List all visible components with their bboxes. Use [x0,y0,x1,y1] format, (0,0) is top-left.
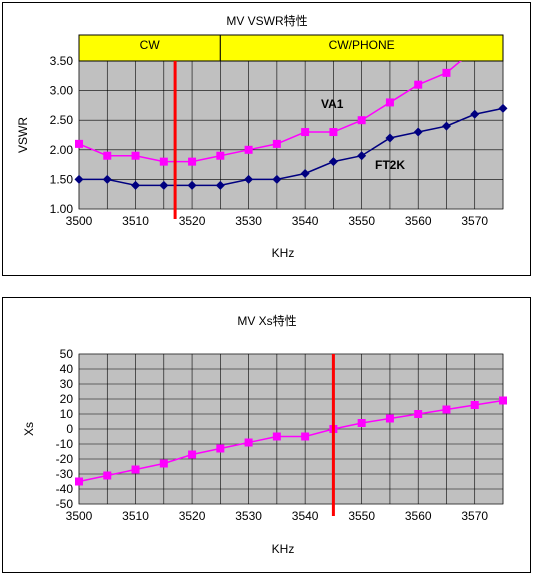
data-point [102,174,112,184]
data-point [301,128,310,137]
data-point [499,396,507,405]
series-label: FT2K [375,158,405,172]
data-point [272,174,282,184]
y-axis-label: VSWR [16,117,30,153]
data-point [357,419,366,427]
data-point [216,444,225,453]
y-tick-label: 2.50 [50,113,74,127]
data-point [244,438,253,447]
y-tick-label: -50 [56,497,74,511]
data-point [188,157,197,166]
x-tick-label: 3570 [461,214,488,228]
x-tick-label: 3530 [235,214,262,228]
x-tick-label: 3560 [405,214,432,228]
data-point [131,151,140,160]
series-label: VA1 [321,97,344,111]
y-tick-label: 3.00 [50,84,74,98]
data-point [470,109,480,119]
y-tick-label: 50 [60,347,74,361]
data-point [414,80,423,89]
data-point [131,180,141,190]
data-point [357,151,367,161]
series-line [78,399,504,483]
y-tick-label: 1.50 [50,172,74,186]
x-tick-label: 3510 [122,214,149,228]
y-tick-label: -10 [56,437,74,451]
data-point [159,157,168,166]
data-point [301,432,310,441]
data-point [216,151,225,160]
x-tick-label: 3540 [292,214,319,228]
x-axis-label: KHz [272,542,295,556]
y-axis-label: Xs [22,422,36,436]
y-tick-label: 30 [60,377,74,391]
data-point [244,174,254,184]
data-point [272,432,281,441]
data-point [300,168,310,178]
data-point [215,180,225,190]
chart-title: MV VSWR特性 [226,13,307,28]
data-point [470,401,479,409]
data-point [75,139,83,148]
x-tick-label: 3520 [179,509,206,523]
data-point [385,414,394,423]
series-group [75,396,507,486]
x-tick-label: 3500 [66,509,93,523]
data-point [244,145,253,154]
band-0 [78,34,221,62]
data-point [159,459,168,468]
y-tick-label: 1.00 [50,202,74,216]
y-tick-label: -40 [56,482,74,496]
x-axis-label: KHz [272,246,295,260]
x-tick-label: 3510 [122,509,149,523]
y-tick-label: -20 [56,452,74,466]
data-point [414,410,423,418]
x-tick-label: 3550 [348,214,375,228]
data-point [187,180,197,190]
data-point [188,450,197,459]
plot-area [78,60,504,210]
xs-chart-panel: MV Xs特性 50 40 30 20 10 0 -10 -20 -30 -40 -50 3500 351… [2,297,531,573]
y-tick-label: 20 [60,392,74,406]
x-tick-label: 3560 [405,509,432,523]
y-tick-label: 40 [60,362,74,376]
x-tick-label: 3570 [461,509,488,523]
vswr-chart-panel: MV VSWR特性 CW CW/PHONE 3.50 3.00 2.50 2.00 1.50 1… [2,2,531,276]
data-point [441,121,451,131]
data-point [272,139,281,148]
data-point [442,68,451,77]
x-tick-label: 3540 [292,509,319,523]
x-tick-label: 3550 [348,509,375,523]
x-tick-label: 3520 [179,214,206,228]
data-point [329,128,338,137]
data-point [357,116,366,125]
band-1 [219,34,504,62]
data-point [103,471,112,480]
y-tick-label: 0 [66,422,73,436]
x-tick-label: 3500 [66,214,93,228]
series-line-ft2k [79,107,504,187]
data-point [74,174,84,184]
data-point [498,103,508,113]
data-point [103,151,112,160]
data-point [159,180,169,190]
y-tick-label: 2.00 [50,143,74,157]
data-point [131,465,140,474]
x-tick-label: 3530 [235,509,262,523]
series-group [74,61,508,190]
chart-title: MV Xs特性 [237,313,296,328]
band-label: CW/PHONE [329,38,395,52]
y-tick-label: -30 [56,467,74,481]
vswr-chart: MV VSWR特性 CW CW/PHONE 3.50 3.00 2.50 2.00 1.50 1… [16,13,508,260]
band-label: CW [140,38,161,52]
data-point [385,133,395,143]
data-point [328,157,338,167]
y-tick-label: 3.50 [50,54,74,68]
data-point [385,98,394,107]
data-point [75,477,83,486]
y-tick-label: 10 [60,407,74,421]
data-point [442,405,451,414]
